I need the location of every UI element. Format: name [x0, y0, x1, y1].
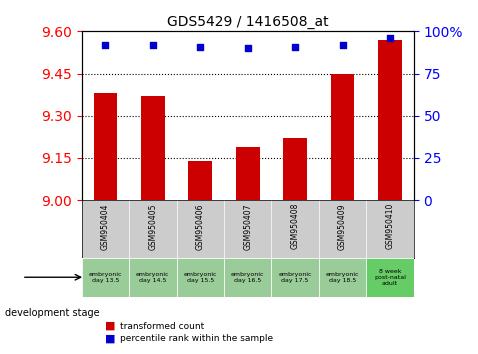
Point: [244, 45, 251, 51]
Text: embryonic
day 17.5: embryonic day 17.5: [278, 272, 312, 282]
Text: transformed count: transformed count: [120, 322, 204, 331]
FancyBboxPatch shape: [224, 258, 272, 297]
Bar: [283, 138, 307, 200]
Text: GSM950410: GSM950410: [386, 203, 394, 249]
FancyBboxPatch shape: [319, 258, 366, 297]
Bar: [94, 93, 117, 200]
Text: GSM950409: GSM950409: [338, 203, 347, 250]
FancyBboxPatch shape: [176, 258, 224, 297]
Text: embryonic
day 13.5: embryonic day 13.5: [88, 272, 122, 282]
Text: GSM950405: GSM950405: [148, 203, 157, 250]
Title: GDS5429 / 1416508_at: GDS5429 / 1416508_at: [167, 15, 328, 29]
Point: [196, 44, 204, 50]
Point: [339, 42, 347, 48]
FancyBboxPatch shape: [272, 258, 319, 297]
Text: GSM950404: GSM950404: [101, 203, 110, 250]
Bar: [188, 161, 212, 200]
Bar: [378, 40, 402, 200]
Text: percentile rank within the sample: percentile rank within the sample: [120, 335, 272, 343]
Text: embryonic
day 16.5: embryonic day 16.5: [231, 272, 264, 282]
Point: [149, 42, 157, 48]
Text: development stage: development stage: [5, 308, 99, 318]
Bar: [236, 147, 260, 200]
FancyBboxPatch shape: [82, 258, 129, 297]
Bar: [141, 96, 165, 200]
Text: GSM950407: GSM950407: [243, 203, 252, 250]
Text: ■: ■: [105, 333, 116, 343]
Text: GSM950408: GSM950408: [291, 203, 300, 249]
FancyBboxPatch shape: [129, 258, 176, 297]
Point: [292, 44, 299, 50]
Text: 8 week
post-natal
adult: 8 week post-natal adult: [374, 269, 406, 286]
Point: [386, 35, 394, 41]
FancyBboxPatch shape: [366, 258, 414, 297]
Text: embryonic
day 15.5: embryonic day 15.5: [184, 272, 217, 282]
Bar: [331, 74, 355, 200]
Text: GSM950406: GSM950406: [196, 203, 205, 250]
Text: embryonic
day 14.5: embryonic day 14.5: [136, 272, 170, 282]
Text: ■: ■: [105, 321, 116, 331]
Text: embryonic
day 18.5: embryonic day 18.5: [326, 272, 359, 282]
Point: [102, 42, 109, 48]
